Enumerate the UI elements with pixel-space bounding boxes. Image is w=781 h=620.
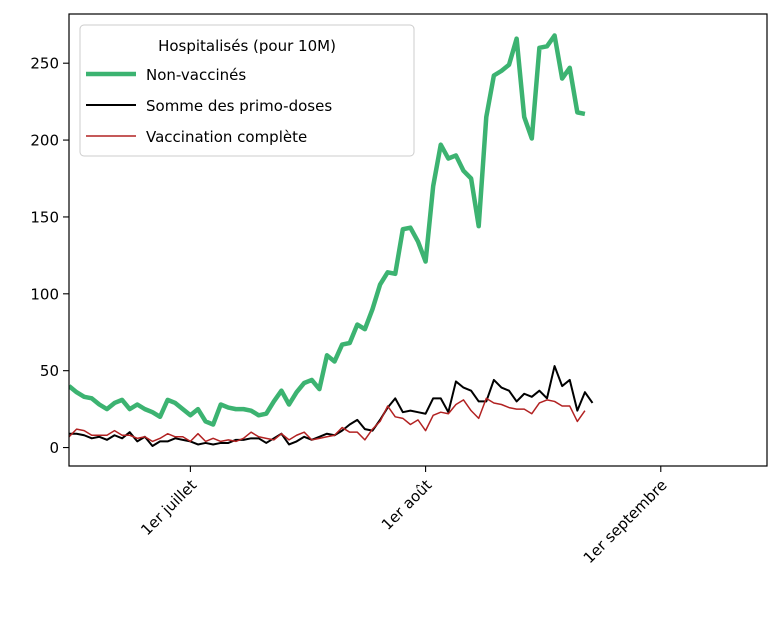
legend-label-1: Non-vaccinés <box>146 66 246 84</box>
legend-title: Hospitalisés (pour 10M) <box>158 37 336 55</box>
y-tick-label: 100 <box>30 285 59 303</box>
y-tick-label: 250 <box>30 55 59 73</box>
y-tick-label: 150 <box>30 208 59 226</box>
series-line-2 <box>69 365 594 448</box>
y-tick-label: 50 <box>40 362 59 380</box>
series-line-1 <box>69 33 586 427</box>
y-tick-label: 200 <box>30 132 59 150</box>
series-layer <box>69 33 594 448</box>
legend-label-2: Somme des primo-doses <box>146 97 332 115</box>
y-tick-label: 0 <box>49 439 59 457</box>
legend-label-3: Vaccination complète <box>146 128 307 146</box>
plot-frame <box>68 13 768 467</box>
legend: Hospitalisés (pour 10M) Non-vaccinés Somme… <box>79 24 415 157</box>
series-line-3 <box>69 397 586 443</box>
legend-box <box>79 24 415 157</box>
